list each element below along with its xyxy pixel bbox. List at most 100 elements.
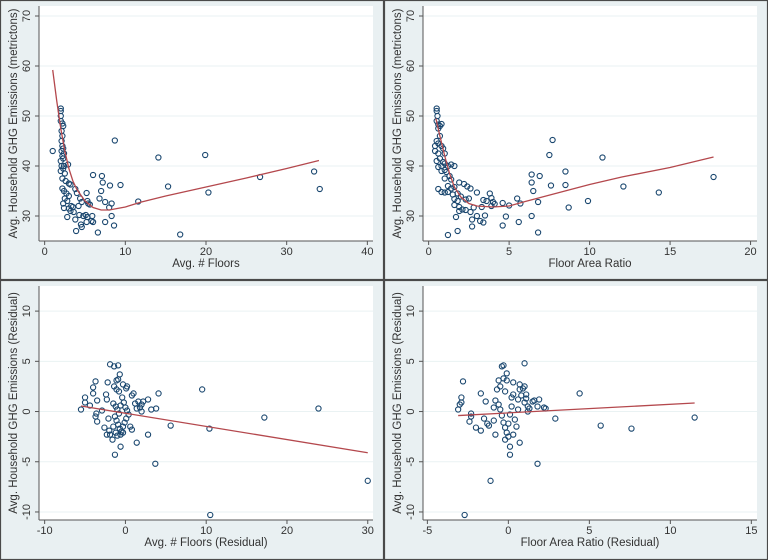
data-point	[115, 362, 122, 369]
data-point	[72, 227, 80, 235]
data-point	[514, 195, 521, 202]
data-point	[441, 189, 448, 196]
data-point	[136, 404, 144, 411]
data-point	[536, 172, 543, 180]
data-point	[503, 429, 510, 436]
plot-area	[423, 286, 757, 520]
x-axis-title: Floor Area Ratio (Residual)	[521, 537, 660, 549]
data-point	[502, 213, 510, 220]
x-tick-label: 5	[586, 525, 592, 537]
data-point	[433, 105, 440, 112]
panel-floors: 30 40 50 60 70 0 10 20 30 40 Avg. # Floors Avg. Hou…	[0, 0, 385, 281]
x-tick-label: 10	[119, 246, 131, 258]
panel-far: 30 40 50 60 70 0 5 10 15 20 Floor Area Ratio Avg. H…	[383, 0, 768, 281]
data-point	[562, 168, 569, 175]
data-point	[77, 406, 85, 413]
data-point	[93, 410, 100, 417]
data-point	[78, 223, 85, 231]
data-point	[444, 188, 452, 196]
data-point	[510, 379, 517, 386]
data-point	[99, 179, 106, 186]
data-point	[528, 212, 535, 220]
data-point	[508, 403, 515, 410]
data-point	[155, 390, 162, 397]
data-point	[109, 436, 116, 443]
x-tick-label: 0	[42, 246, 48, 258]
data-point	[144, 431, 152, 438]
data-point	[110, 363, 118, 370]
data-point	[535, 396, 543, 403]
data-point	[510, 431, 517, 438]
y-tick-label: -5	[405, 457, 417, 467]
data-point	[458, 399, 465, 406]
data-point	[123, 383, 131, 390]
data-point	[628, 425, 635, 432]
data-point	[465, 195, 473, 202]
data-point	[499, 199, 506, 207]
data-point	[76, 211, 83, 219]
y-tick-label: 30	[21, 210, 33, 222]
data-point	[108, 212, 115, 220]
x-tick-label: 30	[281, 246, 293, 258]
x-tick-label: 20	[744, 246, 756, 258]
data-point	[61, 170, 68, 177]
data-point	[98, 172, 106, 180]
data-point	[483, 197, 490, 205]
data-point	[448, 161, 455, 168]
data-point	[438, 120, 445, 128]
data-point	[506, 411, 514, 418]
data-point	[104, 379, 111, 386]
data-point	[516, 439, 523, 446]
data-point	[117, 181, 124, 189]
data-point	[89, 390, 97, 397]
data-point	[511, 416, 518, 423]
data-point	[477, 427, 484, 434]
data-point	[86, 201, 93, 208]
data-point	[155, 154, 162, 161]
data-point	[315, 405, 322, 412]
x-axis-title: Avg. # Floors	[172, 258, 240, 270]
data-point	[152, 405, 160, 412]
data-point	[534, 460, 541, 467]
data-point	[106, 427, 113, 434]
data-point	[103, 396, 111, 403]
data-point	[448, 185, 455, 192]
data-point	[500, 362, 507, 369]
data-point	[310, 168, 318, 175]
data-point	[111, 413, 119, 420]
data-point	[451, 162, 458, 170]
plot-area	[39, 6, 373, 241]
y-tick-label: 40	[21, 160, 33, 172]
fit-line	[435, 118, 714, 208]
data-point	[488, 194, 495, 202]
y-axis-title: Avg. Household GHG Emissions (Residual)	[8, 292, 20, 514]
data-point	[122, 404, 129, 411]
data-point	[501, 388, 509, 395]
data-point	[64, 213, 71, 221]
data-point	[83, 189, 90, 197]
data-point	[468, 223, 476, 230]
data-point	[534, 229, 542, 236]
data-point	[452, 213, 460, 221]
data-point	[435, 163, 442, 171]
data-point	[485, 422, 493, 429]
y-tick-label: 70	[21, 10, 33, 22]
data-point	[534, 198, 542, 206]
data-point	[135, 198, 142, 205]
data-point	[547, 182, 555, 189]
data-point	[70, 208, 77, 216]
data-point	[115, 376, 122, 383]
data-point	[106, 182, 114, 189]
data-point	[472, 424, 480, 431]
data-point	[111, 137, 118, 144]
data-point	[480, 219, 487, 226]
y-tick-label: 0	[21, 408, 33, 414]
data-point	[81, 399, 89, 406]
y-tick-label: 5	[21, 358, 33, 364]
data-point	[444, 231, 452, 239]
data-point	[482, 398, 489, 405]
data-point	[552, 415, 559, 422]
data-point	[138, 401, 145, 408]
data-point	[546, 151, 553, 159]
data-point	[473, 189, 481, 196]
